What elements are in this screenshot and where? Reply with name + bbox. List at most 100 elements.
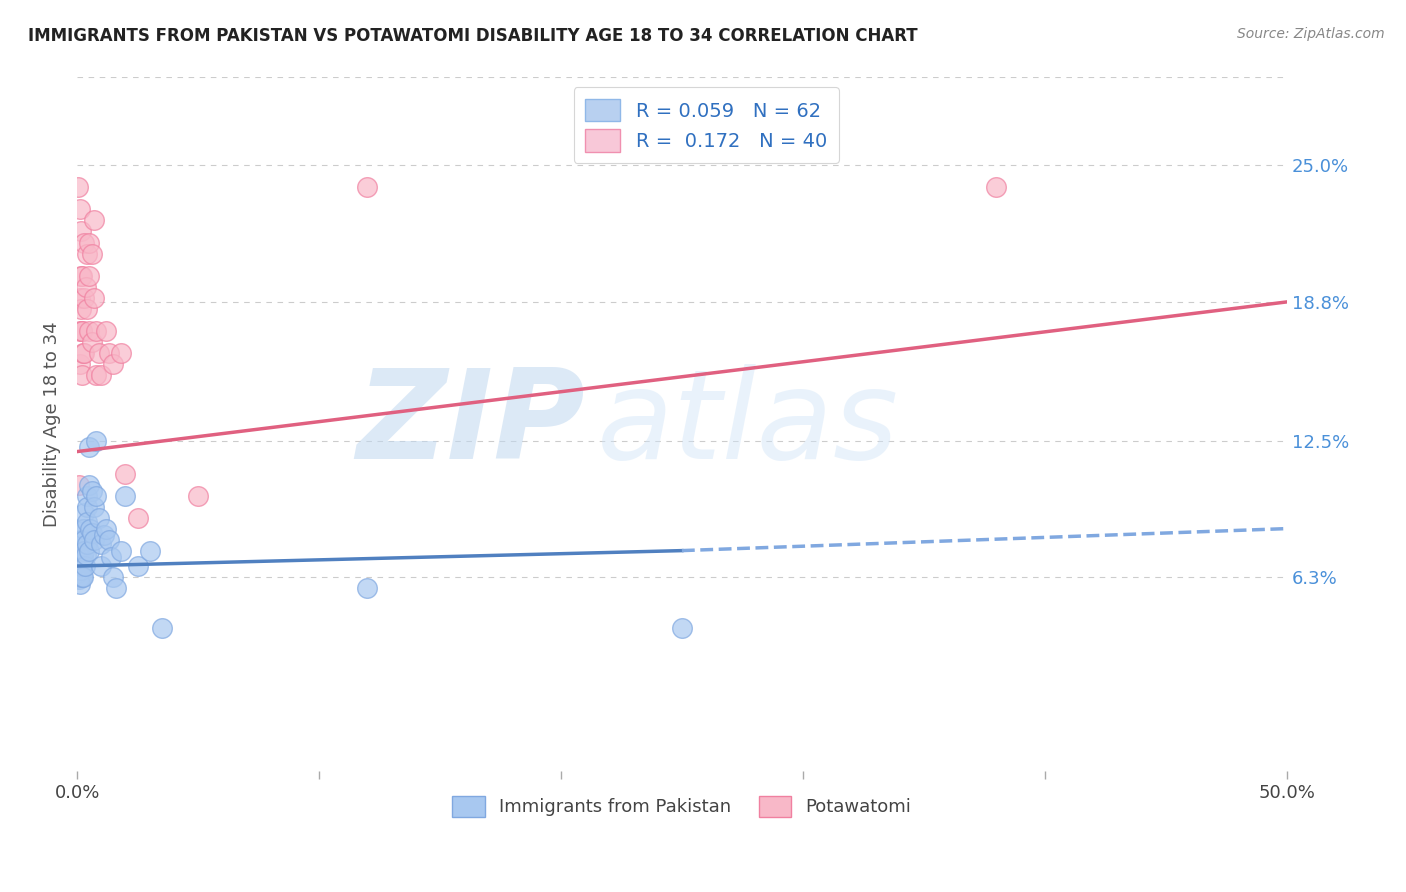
Point (67, 559, 90, 574)
Point (69, 541, 91, 556)
Point (75, 548, 97, 562)
Point (356, 180, 378, 194)
Legend: Immigrants from Pakistan, Potawatomi: Immigrants from Pakistan, Potawatomi (446, 789, 918, 824)
Point (86, 324, 108, 338)
Point (69, 570, 91, 584)
Point (70, 268, 93, 283)
Point (97, 345, 120, 359)
Point (94, 324, 117, 338)
Point (69, 324, 91, 338)
Point (76, 500, 98, 514)
Point (72, 550, 94, 565)
Point (80, 246, 103, 260)
Point (127, 559, 149, 574)
Point (93, 528, 115, 542)
Text: atlas: atlas (598, 364, 900, 484)
Point (69, 268, 91, 283)
Point (80, 334, 103, 349)
Text: IMMIGRANTS FROM PAKISTAN VS POTAWATOMI DISABILITY AGE 18 TO 34 CORRELATION CHART: IMMIGRANTS FROM PAKISTAN VS POTAWATOMI D… (28, 27, 918, 45)
Point (69, 555, 91, 569)
Point (70, 559, 93, 574)
Point (76, 246, 98, 260)
Point (104, 581, 127, 595)
Point (73, 291, 96, 305)
Point (90, 368, 112, 382)
Point (69, 548, 91, 562)
Point (76, 537, 98, 551)
Point (150, 621, 173, 635)
Point (73, 345, 96, 359)
Point (73, 543, 96, 558)
Point (67, 555, 90, 569)
Point (114, 489, 136, 503)
Point (79, 522, 101, 536)
Point (73, 522, 96, 536)
Point (80, 484, 103, 499)
Point (70, 559, 93, 574)
Point (83, 213, 105, 227)
Point (69, 563, 91, 577)
Point (70, 301, 93, 316)
Point (69, 225, 91, 239)
Point (69, 550, 91, 565)
Point (114, 467, 136, 481)
Point (110, 345, 132, 359)
Y-axis label: Disability Age 18 to 34: Disability Age 18 to 34 (44, 321, 60, 527)
Point (77, 235, 100, 250)
Point (69, 291, 91, 305)
Point (83, 533, 105, 547)
Point (73, 235, 96, 250)
Point (77, 440, 100, 454)
Point (70, 522, 93, 536)
Point (69, 357, 91, 371)
Point (76, 301, 98, 316)
Point (110, 543, 132, 558)
Point (66, 559, 89, 574)
Point (72, 533, 94, 547)
Point (77, 324, 100, 338)
Point (69, 543, 91, 558)
Point (103, 570, 125, 584)
Point (90, 537, 112, 551)
Point (97, 533, 120, 547)
Point (73, 533, 96, 547)
Point (77, 477, 100, 491)
Point (67, 477, 90, 491)
Point (72, 570, 94, 584)
Point (70, 539, 93, 553)
Point (127, 510, 149, 524)
Point (69, 559, 91, 574)
Point (70, 368, 93, 382)
Point (76, 489, 98, 503)
Point (67, 566, 90, 580)
Text: Source: ZipAtlas.com: Source: ZipAtlas.com (1237, 27, 1385, 41)
Point (77, 268, 100, 283)
Point (69, 533, 91, 547)
Point (69, 576, 91, 591)
Point (671, 621, 693, 635)
Point (83, 500, 105, 514)
Point (87, 345, 110, 359)
Point (86, 489, 108, 503)
Point (73, 559, 96, 574)
Point (69, 202, 91, 217)
Point (100, 550, 122, 565)
Point (76, 515, 98, 529)
Point (70, 324, 93, 338)
Point (70, 548, 93, 562)
Point (94, 522, 117, 536)
Point (80, 526, 103, 541)
Point (75, 279, 97, 293)
Point (70, 533, 93, 547)
Point (138, 543, 160, 558)
Point (187, 489, 209, 503)
Point (70, 550, 93, 565)
Point (67, 180, 90, 194)
Point (67, 572, 90, 586)
Point (356, 581, 378, 595)
Point (70, 570, 93, 584)
Point (103, 357, 125, 371)
Text: ZIP: ZIP (356, 364, 585, 484)
Point (87, 510, 110, 524)
Point (77, 543, 100, 558)
